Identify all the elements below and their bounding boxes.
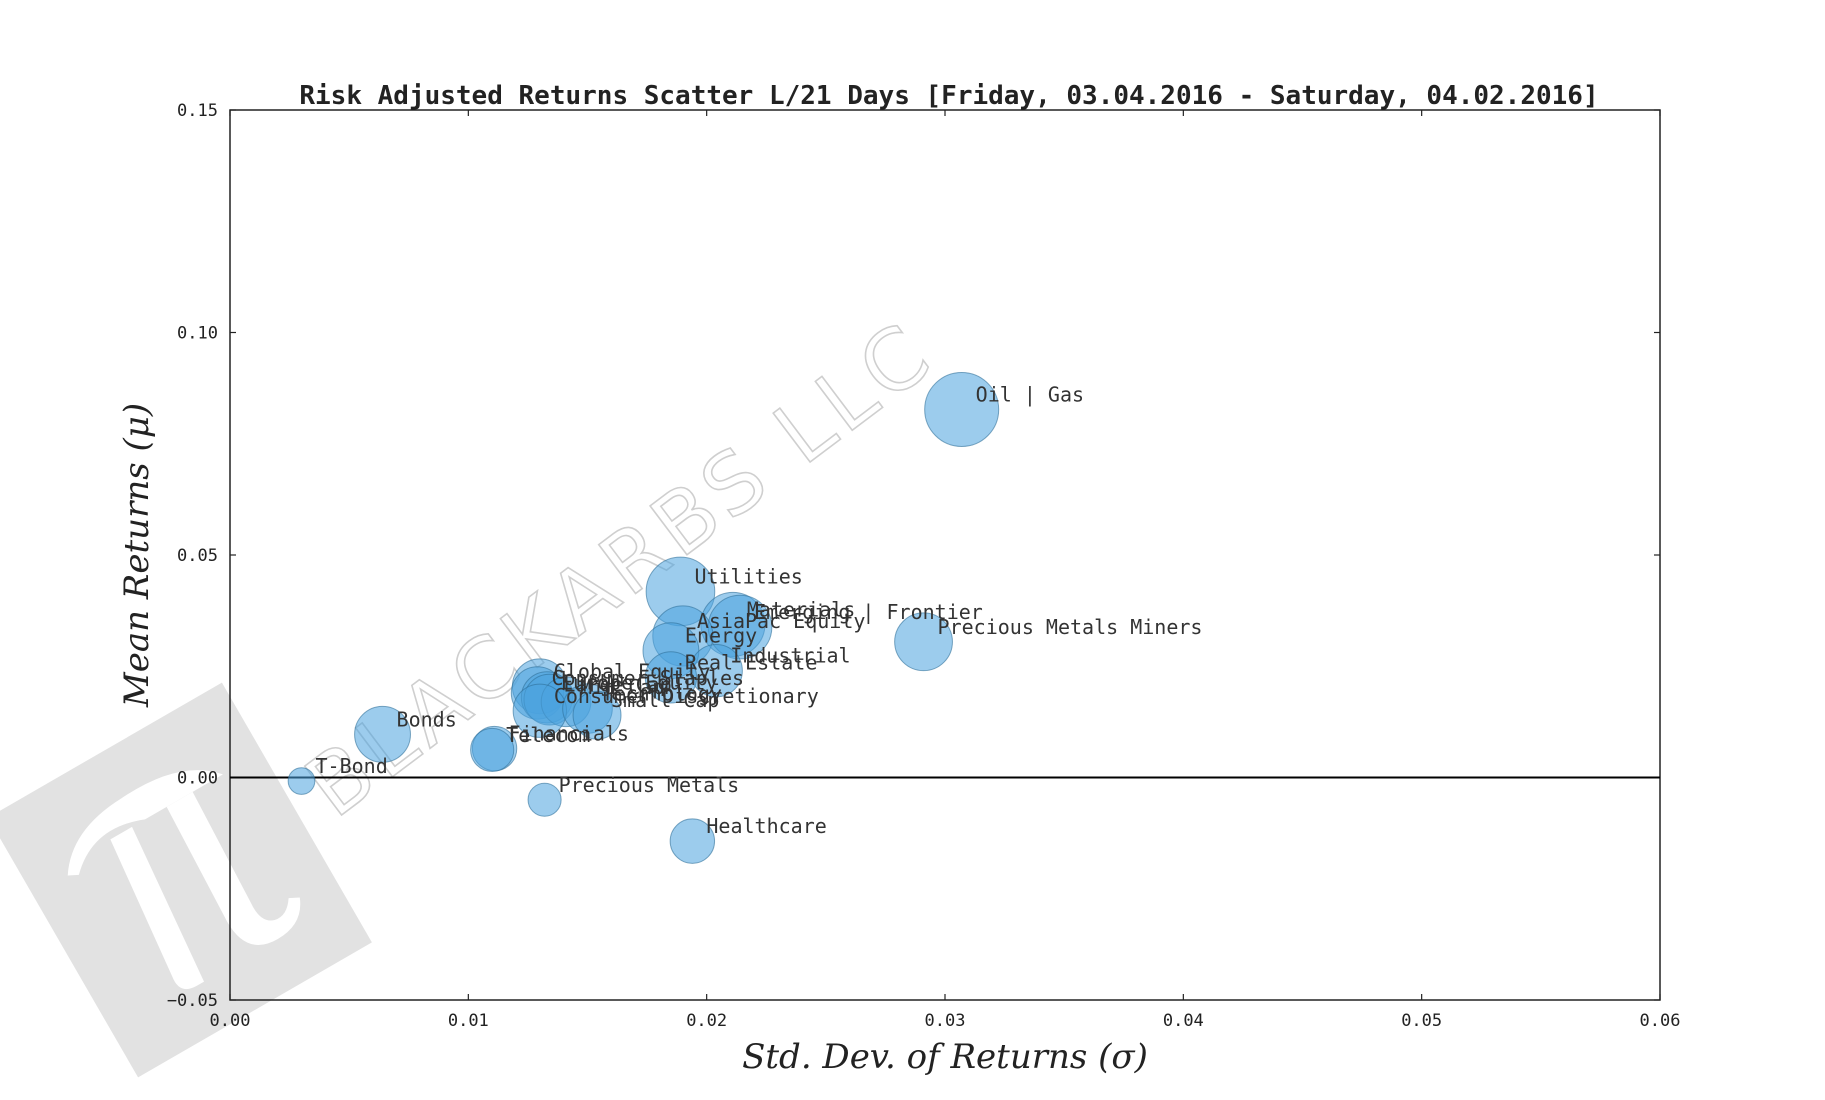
point-label: Utilities <box>694 564 802 588</box>
bubble <box>572 690 622 740</box>
point-label: Small Cap <box>611 688 719 712</box>
point-label: Consumer Discretionary <box>554 684 819 708</box>
bubble <box>924 371 1000 447</box>
y-tick-label: 0.15 <box>177 101 218 121</box>
point-label: Consumer Staples <box>551 666 744 690</box>
bubble <box>894 612 953 672</box>
point-label: Europe Equity <box>561 670 718 694</box>
bubble <box>669 818 716 864</box>
plot-frame <box>229 109 1661 1001</box>
point-label: Healthcare <box>706 814 826 838</box>
bubble <box>354 705 411 763</box>
x-axis-label: Std. Dev. of Returns (σ) <box>742 1037 1148 1077</box>
bubble <box>527 782 562 817</box>
point-label: Large Cap <box>563 673 671 697</box>
bubbles <box>287 371 1000 864</box>
point-label: Technology <box>602 682 722 706</box>
point-label: T-Bond <box>316 754 388 778</box>
point-label: Telecom <box>506 723 590 747</box>
point-label: Energy <box>685 624 757 648</box>
point-label: Financials <box>509 722 629 746</box>
point-label: Bonds <box>397 707 457 731</box>
y-tick-label: 0.05 <box>177 546 218 566</box>
x-tick-label: 0.05 <box>1401 1011 1442 1031</box>
x-tick-label: 0.03 <box>925 1011 966 1031</box>
point-label: Materials <box>747 597 855 621</box>
bubble <box>644 651 698 704</box>
y-tick-label: 0.10 <box>177 324 218 344</box>
point-label: Emerging | Frontier <box>754 600 983 624</box>
pi-logo-icon <box>0 682 372 1078</box>
point-label: Precious Metals <box>559 773 740 797</box>
point-label: AsiaPac Equity <box>697 609 866 633</box>
chart-title: Risk Adjusted Returns Scatter L/21 Days … <box>299 81 1598 111</box>
point-label: Oil | Gas <box>976 382 1084 406</box>
x-tick-label: 0.01 <box>448 1011 489 1031</box>
bubble <box>287 767 316 795</box>
point-label: Global Equity <box>554 659 711 683</box>
point-label: Precious Metals Miners <box>938 615 1203 639</box>
y-axis-label: Mean Returns (μ) <box>117 403 157 708</box>
y-tick-label: −0.05 <box>167 991 218 1011</box>
point-label: Industrial <box>730 644 850 668</box>
x-tick-label: 0.06 <box>1640 1011 1681 1031</box>
point-label: Mid Cap <box>580 675 664 699</box>
bubble <box>470 727 515 772</box>
x-tick-label: 0.00 <box>210 1011 251 1031</box>
point-label: Real Estate <box>685 650 817 674</box>
y-tick-label: 0.00 <box>177 769 218 789</box>
x-tick-label: 0.04 <box>1163 1011 1204 1031</box>
axis-ticks: 0.00 0.01 0.02 0.03 0.04 0.05 0.06−0.050.000.0… <box>167 101 1681 1031</box>
x-tick-label: 0.02 <box>686 1011 727 1031</box>
